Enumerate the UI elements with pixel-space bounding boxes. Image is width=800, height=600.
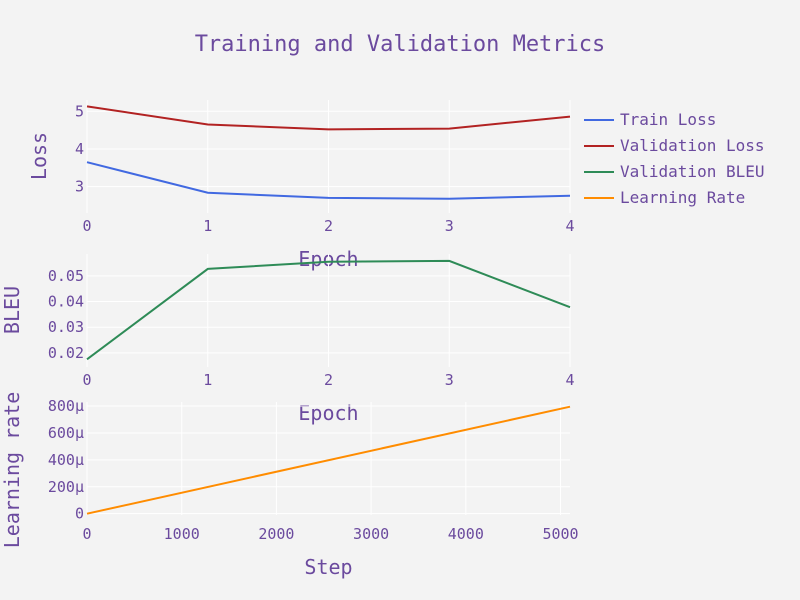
series-line-validation-loss bbox=[86, 105, 571, 131]
lr-y-tick-label: 800μ bbox=[48, 397, 84, 415]
loss-x-tick-label: 4 bbox=[565, 217, 574, 235]
bleu-x-tick-label: 4 bbox=[565, 371, 574, 389]
loss-x-tick-label: 2 bbox=[324, 217, 333, 235]
loss-y-tick-label: 4 bbox=[75, 140, 84, 158]
lr-y-axis-title: Learning rate bbox=[0, 392, 24, 549]
lr-x-tick-label: 0 bbox=[82, 525, 91, 543]
loss-y-tick-label: 3 bbox=[75, 178, 84, 196]
loss-y-axis-title: Loss bbox=[27, 132, 51, 180]
bleu-y-tick-label: 0.05 bbox=[48, 267, 84, 285]
lr-x-tick-label: 4000 bbox=[448, 525, 484, 543]
bleu-x-tick-label: 2 bbox=[324, 371, 333, 389]
lr-y-tick-label: 0 bbox=[75, 505, 84, 523]
bleu-y-axis-title: BLEU bbox=[0, 286, 24, 334]
lr-y-tick-label: 200μ bbox=[48, 478, 84, 496]
lr-y-tick-label: 400μ bbox=[48, 451, 84, 469]
lr-x-tick-label: 1000 bbox=[164, 525, 200, 543]
lr-y-tick-label: 600μ bbox=[48, 424, 84, 442]
bleu-y-tick-label: 0.02 bbox=[48, 344, 84, 362]
loss-x-tick-label: 0 bbox=[82, 217, 91, 235]
bleu-x-tick-label: 3 bbox=[445, 371, 454, 389]
bleu-x-tick-label: 1 bbox=[203, 371, 212, 389]
legend-entry: Validation BLEU bbox=[620, 162, 765, 181]
loss-x-tick-label: 1 bbox=[203, 217, 212, 235]
bleu-x-axis-title: Epoch bbox=[298, 401, 358, 425]
lr-x-tick-label: 2000 bbox=[258, 525, 294, 543]
lr-x-tick-label: 5000 bbox=[542, 525, 578, 543]
series-line-train-loss bbox=[86, 161, 571, 200]
lr-x-tick-label: 3000 bbox=[353, 525, 389, 543]
bleu-x-tick-label: 0 bbox=[82, 371, 91, 389]
loss-y-tick-label: 5 bbox=[75, 102, 84, 120]
legend-entry: Validation Loss bbox=[620, 136, 765, 155]
chart-title: Training and Validation Metrics bbox=[195, 32, 606, 57]
loss-x-tick-label: 3 bbox=[445, 217, 454, 235]
bleu-y-tick-label: 0.03 bbox=[48, 318, 84, 336]
legend-entry: Learning Rate bbox=[620, 188, 745, 207]
legend-entry: Train Loss bbox=[620, 110, 716, 129]
bleu-y-tick-label: 0.04 bbox=[48, 293, 84, 311]
lr-x-axis-title: Step bbox=[304, 555, 352, 579]
series-line-learning-rate bbox=[86, 405, 571, 515]
series-line-validation-bleu bbox=[86, 259, 571, 361]
